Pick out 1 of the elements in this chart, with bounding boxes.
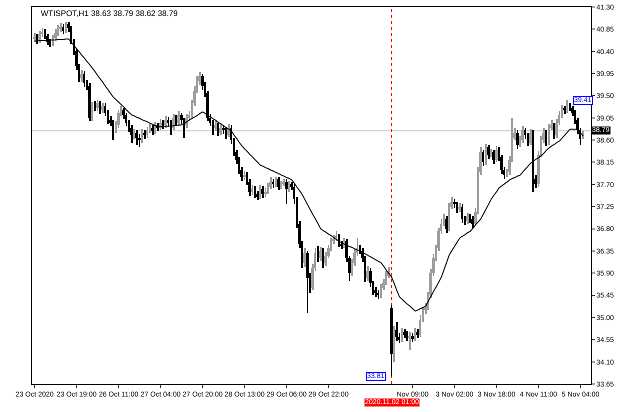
chart-title: WTISPOT,H1 38.63 38.79 38.62 38.79 — [40, 8, 178, 18]
